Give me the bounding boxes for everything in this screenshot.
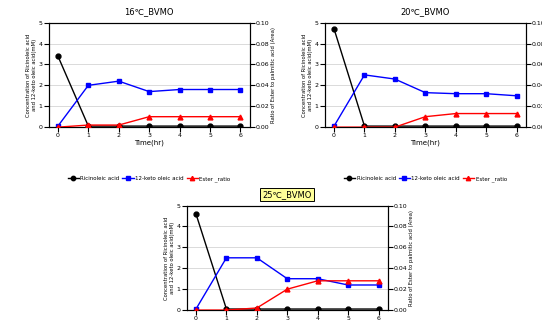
Y-axis label: Ratio of Ester to palmitic acid (Area): Ratio of Ester to palmitic acid (Area) <box>409 210 414 306</box>
Title: 20℃_BVMO: 20℃_BVMO <box>401 7 450 16</box>
Title: 25℃_BVMO: 25℃_BVMO <box>262 190 312 199</box>
Y-axis label: Concentration of Ricinoleic acid
and 12-keto oleic acid(mM): Concentration of Ricinoleic acid and 12-… <box>302 33 313 117</box>
Title: 16℃_BVMO: 16℃_BVMO <box>125 7 174 16</box>
X-axis label: Time(hr): Time(hr) <box>410 140 440 146</box>
Legend: Ricinoleic acid, 12-keto oleic acid, Ester _ratio: Ricinoleic acid, 12-keto oleic acid, Est… <box>341 174 509 184</box>
X-axis label: Time(hr): Time(hr) <box>134 140 164 146</box>
Legend: Ricinoleic acid, 12-keto oleic acid, Ester _ratio: Ricinoleic acid, 12-keto oleic acid, Est… <box>66 174 233 184</box>
Y-axis label: Concentration of Ricinoleic acid
and 12-keto oleic acid(mM): Concentration of Ricinoleic acid and 12-… <box>27 33 37 117</box>
Y-axis label: Ratio of Ester to palmitic acid (Area): Ratio of Ester to palmitic acid (Area) <box>271 27 276 123</box>
Y-axis label: Concentration of Ricinoleic acid
and 12-keto oleic acid(mM): Concentration of Ricinoleic acid and 12-… <box>164 216 175 299</box>
